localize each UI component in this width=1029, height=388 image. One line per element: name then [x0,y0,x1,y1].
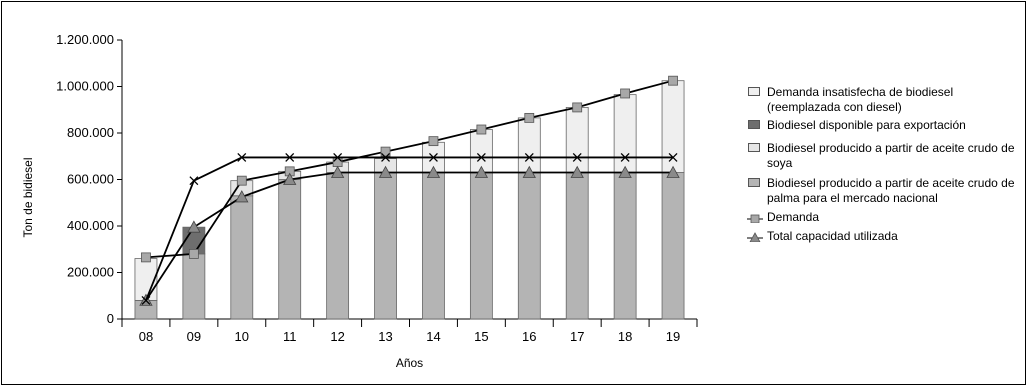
bar-segment [469,172,493,320]
demand-point [236,175,247,186]
square-marker-icon [747,214,763,223]
demand-point [620,88,631,99]
series-line [145,171,674,301]
legend-item-soy: Biodiesel producido a partir de aceite c… [747,141,1027,171]
x-tick-label: 09 [187,329,201,344]
x-marker-point [572,152,582,162]
x-tick-label: 18 [618,329,632,344]
bar-segment [613,94,637,173]
legend-label-export: Biodiesel disponible para exportación [767,118,966,132]
legend-label-palm: Biodiesel producido a partir de aceite c… [767,176,1015,205]
y-tick-label: 1.200.000 [56,32,114,47]
y-tick-label: 600.000 [67,172,114,187]
capacity-point [378,165,393,178]
legend-item-demand: Demanda [747,210,1027,225]
demand-point [476,124,487,135]
legend-swatch-export [748,120,760,129]
legend-item-unmet-demand: Demanda insatisfecha de biodiesel (reemp… [747,85,1027,115]
triangle-marker-icon [747,232,763,242]
legend-item-capacity: Total capacidad utilizada [747,229,1027,244]
bars-group [134,80,685,320]
x-marker-point [189,176,199,186]
x-marker-point [524,152,534,162]
x-tick-label: 14 [426,329,440,344]
capacity-point [474,165,489,178]
legend-label-unmet-demand: Demanda insatisfecha de biodiesel (reemp… [767,85,954,114]
bar-segment [374,172,397,320]
series-line [145,156,674,301]
x-tick-label: 08 [139,329,153,344]
legend-swatch-soy [748,143,760,152]
capacity-point [235,190,249,203]
demand-point [188,248,199,259]
y-tick-label: 0 [107,311,114,326]
x-tick-label: 16 [522,329,536,344]
bar-segment [661,80,685,173]
bar-segment [613,172,637,320]
x-marker-point [285,152,295,162]
x-marker-point [333,152,343,162]
x-tick-label: 12 [330,329,344,344]
capacity-point [618,165,632,178]
demand-point [572,102,583,113]
capacity-point [426,165,441,178]
x-tick-label: 11 [283,329,297,344]
bar-segment [565,172,589,320]
x-marker-point [428,152,438,162]
x-marker-point [476,152,486,162]
bar-segment [565,107,589,173]
legend-label-soy: Biodiesel producido a partir de aceite c… [767,141,1015,170]
x-tick-label: 19 [666,329,680,344]
x-tick-label: 15 [474,329,488,344]
bar-segment [230,195,254,320]
lines-group [139,75,680,306]
bar-segment [422,172,445,320]
demand-point [380,146,391,157]
x-marker-point [141,295,151,305]
y-axis-title: Ton de bidiesel [21,157,35,237]
legend-swatch-palm [748,178,760,187]
bar-segment [326,172,350,320]
x-marker-point [381,152,391,162]
bar-segment [278,179,302,320]
capacity-point [522,165,536,178]
x-tick-label: 17 [570,329,584,344]
legend: Demanda insatisfecha de biodiesel (reemp… [747,85,1027,246]
y-axis: 0 200.000 400.000 600.000 800.000 1.000.000 1.… [56,32,123,326]
demand-point [332,157,343,167]
x-marker-point [620,152,630,162]
legend-item-export: Biodiesel disponible para exportación [747,118,1027,133]
y-tick-label: 200.000 [67,265,114,280]
bar-segment [182,253,206,320]
x-marker-point [237,152,247,162]
demand-point [668,75,678,86]
capacity-point [187,220,201,233]
demand-point [524,112,535,123]
legend-label-capacity: Total capacidad utilizada [767,229,898,243]
y-tick-label: 800.000 [67,125,114,140]
capacity-point [283,172,297,185]
demand-point [428,136,439,147]
legend-swatch-unmet-demand [748,87,760,96]
legend-label-demand: Demanda [767,210,820,224]
bar-segment [517,172,541,320]
bar-segment [661,172,685,320]
y-tick-label: 1.000.000 [56,79,114,94]
x-marker-point [668,152,678,162]
x-tick-label: 13 [378,329,392,344]
capacity-point [330,165,345,178]
legend-item-palm: Biodiesel producido a partir de aceite c… [747,176,1027,206]
bar-segment [517,117,541,173]
y-tick-label: 400.000 [67,218,114,233]
x-axis: 08 09 10 11 12 13 14 15 16 17 18 19 [121,318,698,344]
series-line [145,79,674,259]
x-axis-title: Años [396,356,423,370]
capacity-point [570,165,584,178]
x-tick-label: 10 [235,329,249,344]
capacity-point [666,165,680,178]
demand-point [141,252,151,263]
